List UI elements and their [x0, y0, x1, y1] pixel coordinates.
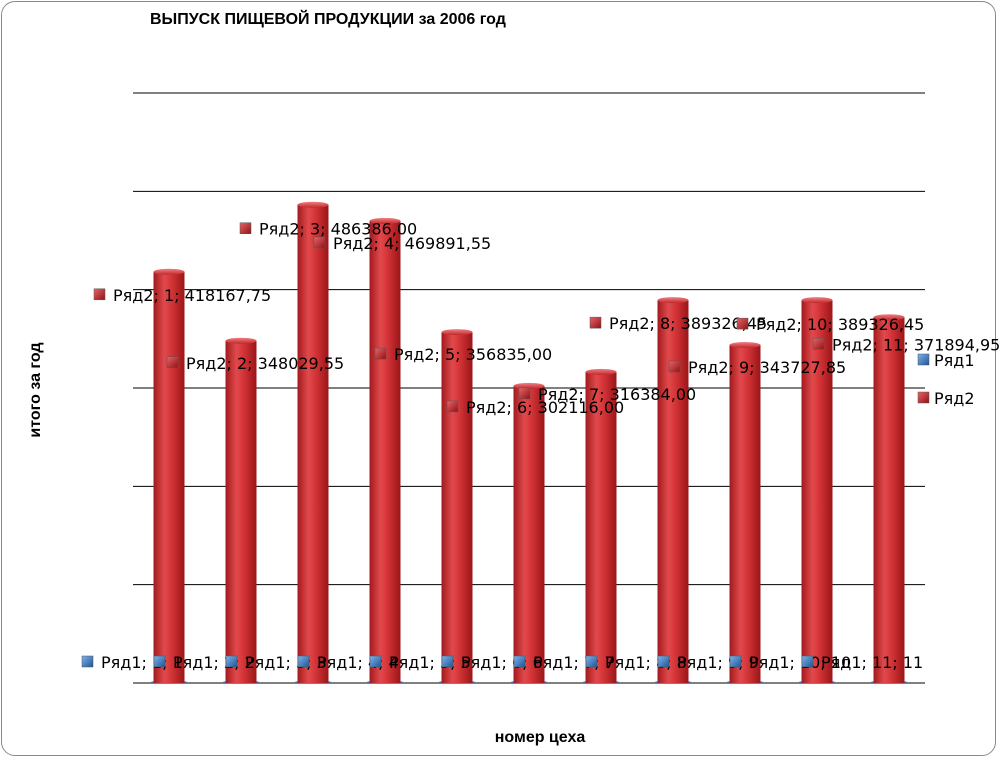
data-label-ryad2-marker — [313, 236, 326, 249]
legend-label: Ряд2 — [934, 389, 975, 408]
data-labels: Ряд2; 1; 418167,75 Ряд2; 2; 348029,55 Ряд2… — [81, 220, 999, 672]
data-label-ryad1-marker — [657, 655, 670, 668]
data-label-ryad1: Ряд1; 11; 11 — [821, 653, 923, 672]
data-label-ryad2-marker — [239, 222, 252, 234]
data-label-ryad2-marker — [166, 356, 179, 369]
chart-title: ВЫПУСК ПИЩЕВОЙ ПРОДУКЦИИ за 2006 год — [150, 9, 506, 28]
data-label-ryad2: Ряд2; 7; 316384,00 — [538, 385, 696, 404]
legend: Ряд1 Ряд2 — [917, 351, 975, 408]
data-label-ryad2-marker — [374, 347, 387, 360]
data-label-ryad2-marker — [446, 400, 459, 413]
data-label-ryad1: Ряд1; 8; 8 — [605, 653, 687, 672]
legend-marker — [917, 391, 930, 404]
bar-cap — [441, 329, 473, 336]
data-label-ryad2-marker — [812, 338, 825, 350]
data-label-ryad1: Ряд1; 3; 3 — [245, 653, 327, 672]
data-label-ryad1: Ряд1; 6; 6 — [461, 653, 543, 672]
bar-ryad2 — [729, 345, 761, 683]
data-label-ryad2-marker — [93, 288, 106, 301]
data-label-ryad1: Ряд1; 2; 2 — [173, 653, 255, 672]
bar-ryad2 — [513, 385, 545, 683]
legend-label: Ряд1 — [934, 351, 975, 370]
bar-cap — [153, 268, 185, 275]
data-label-ryad2-marker — [668, 360, 681, 373]
bar-ryad2 — [153, 271, 185, 683]
y-axis-title: итого за год — [27, 342, 44, 437]
gridlines — [133, 92, 925, 684]
bar-cap — [585, 368, 617, 375]
data-label-ryad2: Ряд2; 6; 302116,00 — [466, 398, 624, 417]
data-label-ryad2: Ряд2; 4; 469891,55 — [333, 234, 491, 253]
bar-group — [151, 201, 907, 683]
bar-cap — [369, 217, 401, 224]
data-label-ryad2-marker — [736, 317, 749, 330]
bar-ryad2 — [441, 332, 473, 683]
data-label-ryad2: Ряд2; 1; 418167,75 — [113, 286, 271, 305]
data-label-ryad2: Ряд2; 2; 348029,55 — [186, 354, 344, 373]
data-label-ryad1-marker — [513, 655, 526, 668]
bar-cap — [873, 314, 905, 321]
data-label-ryad2: Ряд2; 11; 371894,95 — [832, 335, 999, 354]
bar-ryad2 — [297, 204, 329, 683]
bar-ryad2 — [585, 371, 617, 683]
data-label-ryad1: Ряд1; 9; 9 — [677, 653, 759, 672]
data-label-ryad2: Ряд2; 8; 389326,45 — [609, 314, 767, 333]
bar-ryad2 — [657, 300, 689, 683]
data-label-ryad2: Ряд2; 9; 343727,85 — [688, 358, 846, 377]
data-label-ryad1-marker — [153, 655, 166, 668]
data-label-ryad1-marker — [585, 655, 598, 668]
data-label-ryad1: Ряд1; 4; 4 — [317, 653, 399, 672]
bar-cap — [225, 337, 257, 344]
bar-cap — [297, 201, 329, 208]
bar-ryad2 — [873, 317, 905, 683]
data-label-ryad1-marker — [297, 655, 310, 668]
data-label-ryad2: Ряд2; 5; 356835,00 — [394, 345, 552, 364]
bar-cap — [513, 382, 545, 389]
bar-cap — [729, 342, 761, 349]
bar-ryad2 — [225, 340, 257, 683]
data-label-ryad2: Ряд2; 3; 486386,00 — [259, 220, 417, 239]
data-label-ryad1-marker — [81, 655, 94, 668]
data-label-ryad1-marker — [225, 655, 238, 668]
bar-cap — [657, 297, 689, 304]
data-label-ryad1: Ряд1; 7; 7 — [533, 653, 615, 672]
data-label-ryad1: Ряд1; 1; 1 — [101, 653, 183, 672]
bar-cap — [801, 297, 833, 304]
data-label-ryad1: Ряд1; 10; 10 — [749, 653, 851, 672]
legend-marker — [917, 353, 930, 366]
data-label-ryad1-marker — [441, 655, 454, 668]
bar-ryad2 — [369, 220, 401, 683]
data-label-ryad2-marker — [518, 387, 531, 400]
data-label-ryad1-marker — [729, 655, 742, 668]
data-label-ryad1: Ряд1; 5; 5 — [389, 653, 471, 672]
x-axis-title: номер цеха — [495, 729, 586, 746]
data-label-ryad1-marker — [369, 655, 382, 668]
data-label-ryad2-marker — [589, 316, 602, 329]
data-label-ryad1-marker — [801, 655, 814, 668]
data-label-ryad2: Ряд2; 10; 389326,45 — [756, 315, 924, 334]
bar-ryad2 — [801, 300, 833, 683]
